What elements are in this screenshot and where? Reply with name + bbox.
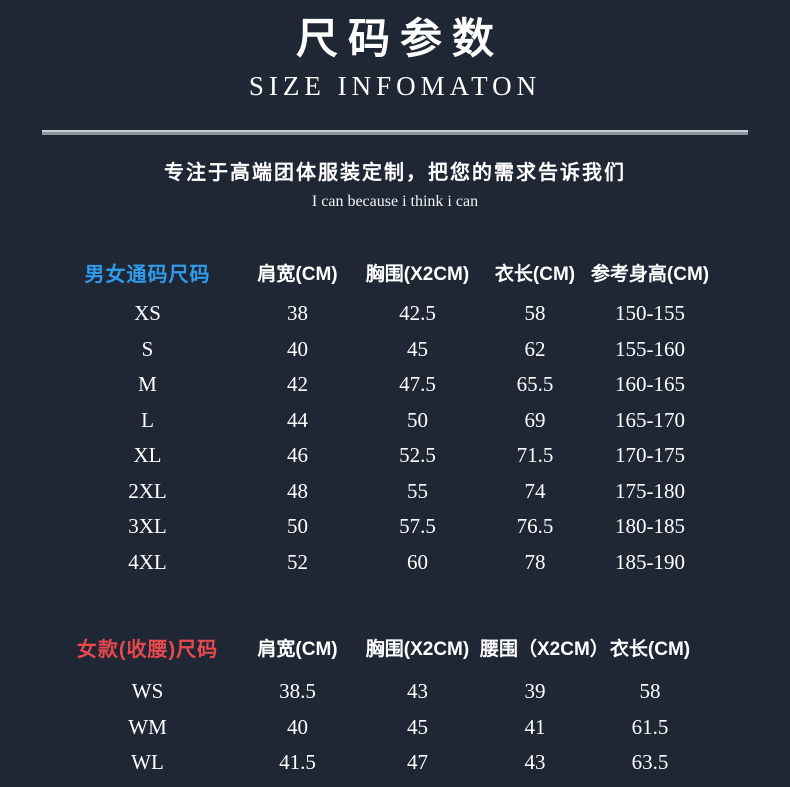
size-label: 3XL: [128, 514, 167, 539]
column-header-length: 衣长(CM): [609, 638, 691, 660]
table-row: 3XL 50 57.5 76.5 180-185: [55, 509, 710, 545]
size-value: 55: [407, 478, 428, 503]
size-value: 50: [287, 514, 308, 539]
women-table-rows: WS 38.5 43 39 58 WM 40 45 41 61.5 WL 41.5 47 43 63.5: [55, 674, 710, 781]
column-header-chest: 胸围(X2CM): [365, 263, 470, 285]
size-label: S: [141, 336, 154, 361]
size-value: 45: [407, 336, 428, 361]
size-value: 165-170: [615, 407, 685, 432]
size-value: 42.5: [399, 301, 436, 326]
size-value: 58: [524, 301, 546, 326]
size-value: 39: [524, 679, 546, 704]
size-value: 46: [287, 443, 308, 468]
column-header-shoulder: 肩宽(CM): [257, 263, 338, 285]
women-table-label: 女款(收腰)尺码: [76, 638, 219, 661]
women-size-table: 女款(收腰)尺码 肩宽(CM) 胸围(X2CM) 腰围（X2CM） 衣长(CM)…: [55, 629, 710, 781]
size-value: 41.5: [279, 750, 316, 775]
table-row: WL 41.5 47 43 63.5: [55, 745, 710, 781]
size-value: 48: [287, 478, 308, 503]
size-value: 50: [407, 407, 428, 432]
size-value: 52: [287, 549, 308, 574]
size-value: 76.5: [516, 514, 554, 539]
size-value: 74: [524, 478, 546, 503]
table-row: WS 38.5 43 39 58: [55, 674, 710, 710]
size-value: 180-185: [615, 514, 685, 539]
table-row: 2XL 48 55 74 175-180: [55, 474, 710, 510]
table-row: M 42 47.5 65.5 160-165: [55, 367, 710, 403]
table-row: XL 46 52.5 71.5 170-175: [55, 438, 710, 474]
size-value: 58: [639, 679, 661, 704]
column-header-waist: 腰围（X2CM）: [480, 638, 609, 660]
unisex-table-rows: XS 38 42.5 58 150-155 S 40 45 62 155-160 M 42 47.5 65…: [55, 296, 710, 580]
size-value: 47.5: [399, 372, 436, 397]
size-label: M: [138, 372, 157, 397]
size-value: 65.5: [516, 372, 554, 397]
size-value: 170-175: [615, 443, 685, 468]
size-value: 62: [524, 336, 546, 361]
size-value: 41: [524, 714, 546, 739]
table-row: WM 40 45 41 61.5: [55, 710, 710, 746]
table-row: S 40 45 62 155-160: [55, 332, 710, 368]
column-header-height: 参考身高(CM): [590, 263, 710, 285]
size-value: 43: [407, 679, 428, 704]
size-value: 78: [524, 549, 546, 574]
page-subtitle: SIZE INFOMATON: [248, 71, 542, 101]
size-value: 150-155: [615, 301, 685, 326]
size-label: XS: [134, 301, 161, 326]
unisex-size-table: 男女通码尺码 肩宽(CM) 胸围(X2CM) 衣长(CM) 参考身高(CM) X…: [55, 254, 710, 580]
unisex-table-label: 男女通码尺码: [84, 263, 211, 286]
size-value: 40: [287, 336, 308, 361]
size-label: L: [141, 407, 154, 432]
size-label: WL: [131, 750, 164, 775]
women-table-header: 女款(收腰)尺码 肩宽(CM) 胸围(X2CM) 腰围（X2CM） 衣长(CM): [55, 629, 710, 665]
size-value: 52.5: [399, 443, 436, 468]
size-label: WS: [131, 679, 164, 704]
table-row: 4XL 52 60 78 185-190: [55, 545, 710, 581]
size-label: 4XL: [128, 549, 167, 574]
size-value: 45: [407, 714, 428, 739]
size-value: 60: [407, 549, 428, 574]
page-title: 尺码参数: [295, 17, 504, 63]
size-label: WM: [128, 714, 167, 739]
size-value: 160-165: [615, 372, 685, 397]
divider: [42, 130, 748, 135]
size-value: 47: [407, 750, 428, 775]
size-value: 57.5: [399, 514, 436, 539]
size-label: 2XL: [128, 478, 167, 503]
column-header-shoulder: 肩宽(CM): [257, 638, 338, 660]
size-value: 185-190: [615, 549, 685, 574]
tagline-en: I can because i think i can: [311, 193, 479, 210]
size-label: XL: [133, 443, 162, 468]
column-header-length: 衣长(CM): [494, 263, 576, 285]
size-value: 61.5: [631, 714, 669, 739]
size-value: 42: [287, 372, 308, 397]
table-row: L 44 50 69 165-170: [55, 403, 710, 439]
size-value: 43: [524, 750, 546, 775]
table-row: XS 38 42.5 58 150-155: [55, 296, 710, 332]
unisex-table-header: 男女通码尺码 肩宽(CM) 胸围(X2CM) 衣长(CM) 参考身高(CM): [55, 254, 710, 290]
size-value: 63.5: [631, 750, 669, 775]
column-header-chest: 胸围(X2CM): [365, 638, 470, 660]
size-value: 38.5: [279, 679, 316, 704]
size-value: 38: [287, 301, 308, 326]
size-value: 155-160: [615, 336, 685, 361]
size-value: 69: [524, 407, 546, 432]
size-value: 71.5: [516, 443, 554, 468]
size-value: 40: [287, 714, 308, 739]
size-value: 175-180: [615, 478, 685, 503]
tagline-cn: 专注于高端团体服装定制，把您的需求告诉我们: [164, 162, 626, 184]
size-value: 44: [287, 407, 308, 432]
